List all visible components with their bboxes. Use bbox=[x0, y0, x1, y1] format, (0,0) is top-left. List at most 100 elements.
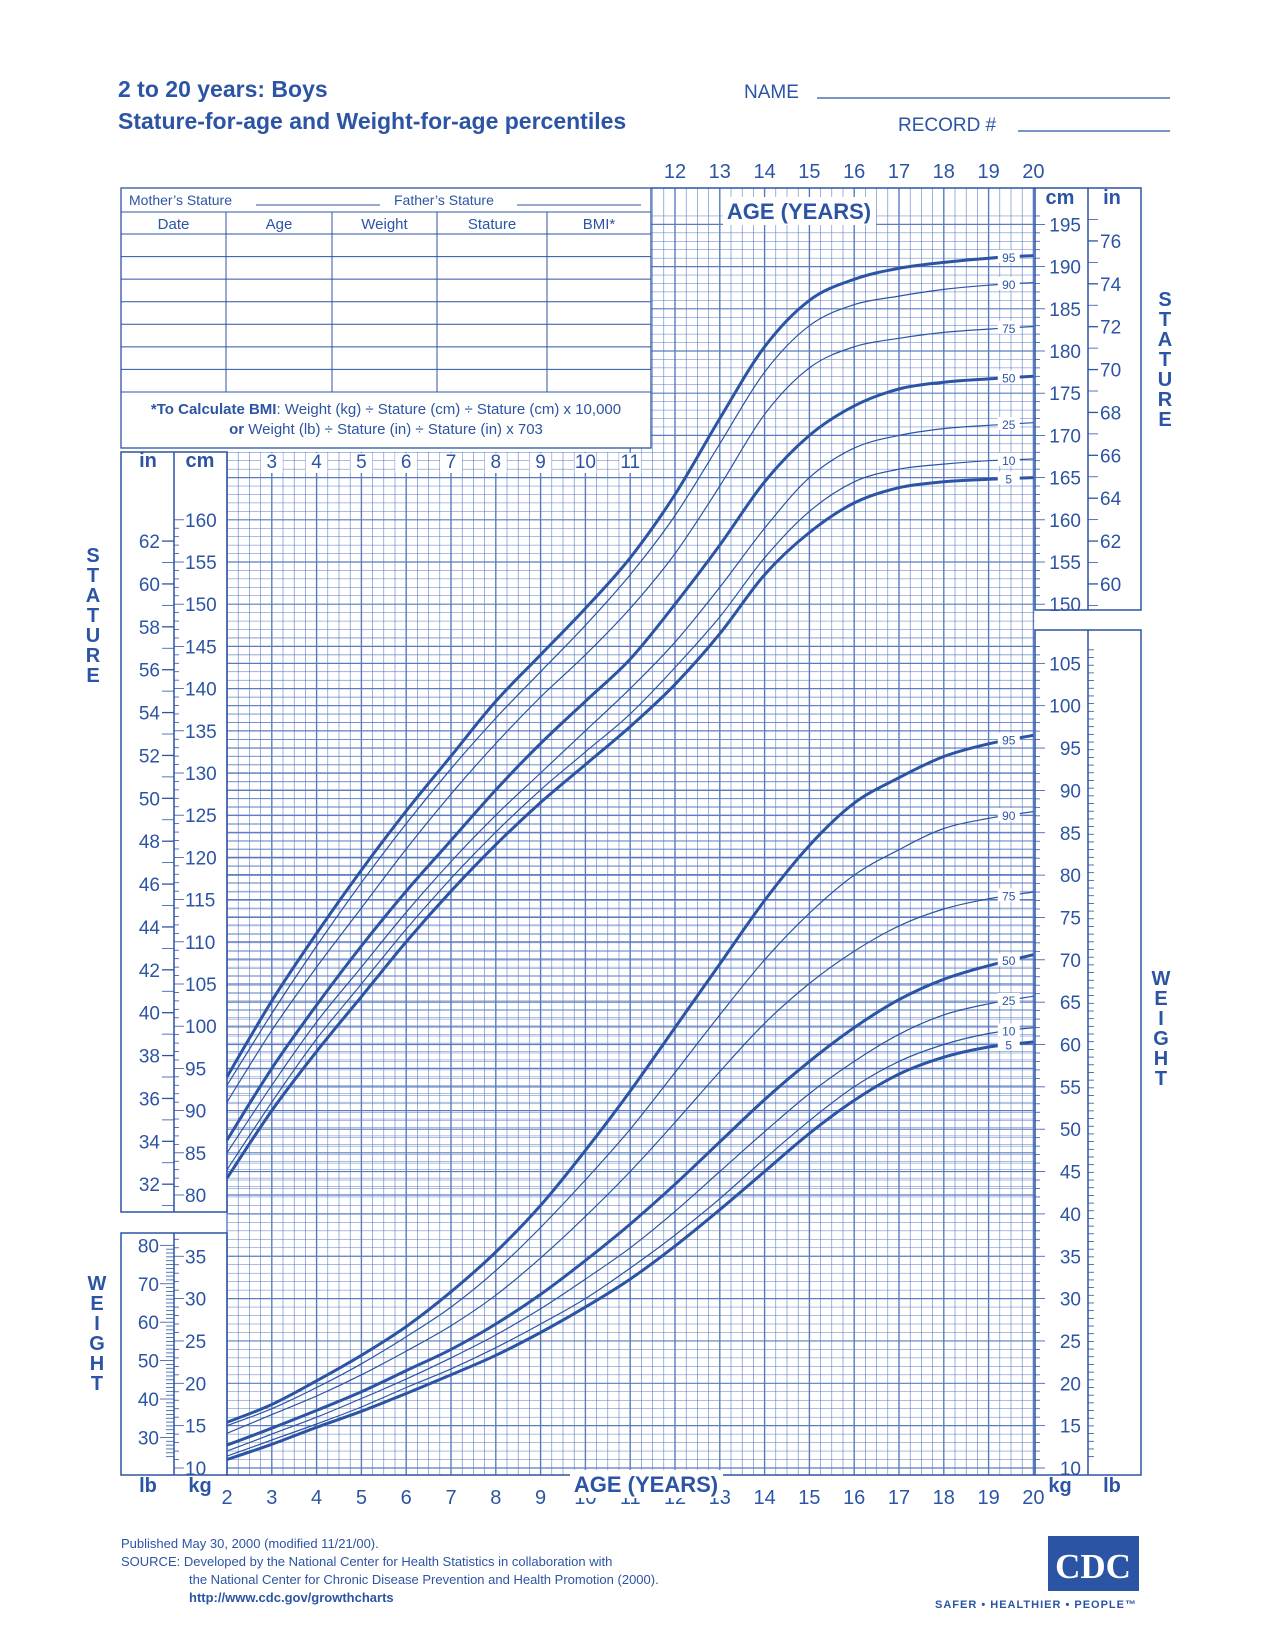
bmi-note-or: or bbox=[229, 421, 244, 438]
right-kg-label: 65 bbox=[1060, 993, 1081, 1014]
left-cm-label: 120 bbox=[185, 848, 217, 869]
age-tick-label-top: 12 bbox=[664, 161, 686, 183]
stature-percentile-label-90: 90 bbox=[1002, 278, 1016, 292]
right-kg-label: 50 bbox=[1060, 1120, 1081, 1141]
bmi-note-line1: *To Calculate BMI: Weight (kg) ÷ Stature… bbox=[151, 401, 621, 418]
left-inch-label: 62 bbox=[139, 532, 160, 553]
weight-percentile-label-bg bbox=[997, 1023, 1020, 1037]
right-cm-label: 150 bbox=[1049, 595, 1081, 616]
left-cm-label: 145 bbox=[185, 637, 217, 658]
left-kg-label: 30 bbox=[185, 1290, 206, 1311]
weight-percentile-90-curve bbox=[226, 811, 1034, 1427]
stature-percentile-90-curve bbox=[226, 282, 1034, 1086]
right-kg-label: 80 bbox=[1060, 866, 1081, 887]
right-kg-label: 40 bbox=[1060, 1205, 1081, 1226]
left-kg-label: 35 bbox=[185, 1247, 206, 1268]
right-kg-label: 15 bbox=[1060, 1417, 1081, 1438]
right-inch-label: 64 bbox=[1100, 489, 1122, 510]
record-table-header-date: Date bbox=[158, 216, 190, 233]
stature-axis-word-left-letter: R bbox=[86, 645, 101, 667]
record-table-header-weight: Weight bbox=[361, 216, 408, 233]
record-table-rows bbox=[121, 256, 651, 370]
age-tick-label-bottom: 8 bbox=[490, 1487, 501, 1509]
age-tick-label-bottom: 7 bbox=[445, 1487, 456, 1509]
weight-axis-word-right-letter: T bbox=[1155, 1068, 1167, 1090]
right-kg-label: 30 bbox=[1060, 1290, 1081, 1311]
record-label: RECORD # bbox=[898, 115, 997, 136]
left-cm-label: 80 bbox=[185, 1186, 206, 1207]
right-inch-label: 68 bbox=[1100, 403, 1121, 424]
weight-percentile-label-10: 10 bbox=[1002, 1025, 1016, 1039]
age-years-top-label: AGE (YEARS) bbox=[727, 199, 871, 224]
age-label-backing bbox=[484, 453, 507, 473]
left-inch-label: 58 bbox=[139, 618, 160, 639]
weight-axis-word-right-letter: E bbox=[1154, 988, 1167, 1010]
stature-axis-word-left-letter: A bbox=[86, 585, 100, 607]
left-lb-label: 50 bbox=[138, 1352, 159, 1373]
left-inch-label: 44 bbox=[139, 918, 161, 939]
weight-axis-word-right-letter: W bbox=[1152, 968, 1171, 990]
left-cm-label: 115 bbox=[185, 891, 215, 912]
weight-percentile-label-25: 25 bbox=[1002, 994, 1016, 1008]
weight-percentile-25-curve bbox=[226, 995, 1034, 1452]
chart-title-line1: 2 to 20 years: Boys bbox=[118, 76, 328, 102]
left-inch-label: 36 bbox=[139, 1089, 160, 1110]
age-tick-label-bottom: 6 bbox=[401, 1487, 412, 1509]
age-tick-label-top: 19 bbox=[977, 161, 999, 183]
weight-percentile-label-75: 75 bbox=[1002, 889, 1016, 903]
stature-percentile-label-75: 75 bbox=[1002, 322, 1016, 336]
left-inch-label: 38 bbox=[139, 1047, 160, 1068]
stature-percentile-10-curve bbox=[226, 458, 1034, 1171]
stature-percentile-25-curve bbox=[226, 422, 1034, 1154]
weight-percentile-5-curve bbox=[226, 1040, 1034, 1461]
left-inch-label: 56 bbox=[139, 661, 160, 682]
left-cm-label: 125 bbox=[185, 806, 217, 827]
weight-percentile-label-5: 5 bbox=[1005, 1039, 1012, 1053]
weight-percentile-label-bg bbox=[997, 732, 1020, 746]
stature-axis-word-left-letter: E bbox=[86, 665, 99, 687]
stature-axis-word-right-letter: U bbox=[1158, 369, 1172, 391]
weight-percentile-label-bg bbox=[997, 888, 1020, 902]
age-tick-label-bottom: 5 bbox=[356, 1487, 367, 1509]
age-tick-label-bottom: 16 bbox=[843, 1487, 865, 1509]
stature-axis-word-right-letter: R bbox=[1158, 389, 1173, 411]
left-inch-label: 42 bbox=[139, 961, 160, 982]
left-kg-label: 20 bbox=[185, 1374, 206, 1395]
stature-axis-word-right-letter: A bbox=[1158, 329, 1172, 351]
left-inch-label: 34 bbox=[139, 1132, 161, 1153]
growthcharts-link[interactable]: http://www.cdc.gov/growthcharts bbox=[189, 1590, 394, 1605]
right-kg-caption: kg bbox=[1048, 1475, 1071, 1497]
left-inch-label: 60 bbox=[139, 575, 160, 596]
cdc-logo-text: CDC bbox=[1055, 1547, 1131, 1586]
weight-axis-word-left-letter: T bbox=[91, 1373, 103, 1395]
age-label-backing bbox=[619, 453, 642, 473]
age-tick-label-inner: 7 bbox=[446, 452, 457, 473]
left-cm-label: 130 bbox=[185, 764, 217, 785]
bmi-note-formula2: Weight (lb) ÷ Stature (in) ÷ Stature (in… bbox=[244, 421, 543, 438]
stature-axis-word-right-letter: S bbox=[1158, 289, 1171, 311]
weight-axis-word-left-letter: H bbox=[90, 1353, 104, 1375]
age-tick-label-bottom: 17 bbox=[888, 1487, 910, 1509]
right-inch-label: 76 bbox=[1100, 232, 1121, 253]
weight-axis-word-right-letter: H bbox=[1154, 1048, 1168, 1070]
right-kg-label: 75 bbox=[1060, 908, 1081, 929]
right-inch-label: 62 bbox=[1100, 532, 1121, 553]
stature-cm-caption: cm bbox=[186, 450, 215, 472]
right-cm-label: 170 bbox=[1049, 426, 1081, 447]
source-line1: SOURCE: Developed by the National Center… bbox=[121, 1554, 612, 1569]
age-label-backing bbox=[260, 453, 283, 473]
weight-percentile-label-bg bbox=[997, 807, 1020, 821]
stature-axis-word-left-letter: U bbox=[86, 625, 100, 647]
percentile-curves bbox=[225, 254, 1034, 1461]
weight-axis-word-left-letter: I bbox=[94, 1313, 100, 1335]
age-tick-label-top: 13 bbox=[709, 161, 731, 183]
age-label-backing bbox=[440, 453, 462, 473]
source-line2: the National Center for Chronic Disease … bbox=[189, 1572, 659, 1587]
fathers-stature-label: Father’s Stature bbox=[394, 192, 494, 208]
right-kg-label: 70 bbox=[1060, 951, 1081, 972]
weight-axis-word-right-letter: I bbox=[1158, 1008, 1164, 1030]
weight-percentile-label-bg bbox=[997, 993, 1020, 1007]
stature-percentile-label-10: 10 bbox=[1002, 454, 1016, 468]
